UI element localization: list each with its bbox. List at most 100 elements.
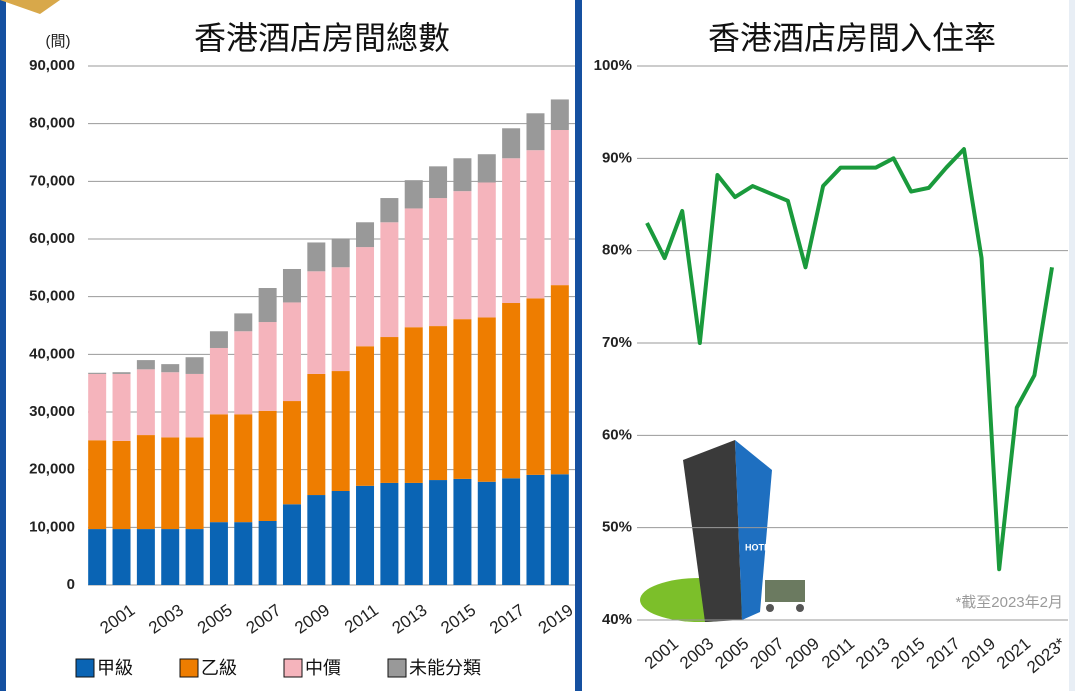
y-tick-label: 30,000 bbox=[29, 403, 75, 420]
bar-segment bbox=[332, 491, 350, 585]
y-tick-label: 90,000 bbox=[29, 57, 75, 74]
bar-segment bbox=[210, 522, 228, 585]
bar-segment bbox=[526, 298, 544, 474]
bar-segment bbox=[259, 288, 277, 322]
bar-segment bbox=[161, 364, 179, 372]
bar-segment bbox=[283, 504, 301, 585]
bar-segment bbox=[332, 371, 350, 491]
bar-segment bbox=[526, 475, 544, 585]
bar-segment bbox=[380, 483, 398, 585]
y-tick-label: 50,000 bbox=[29, 288, 75, 305]
bar-segment bbox=[332, 238, 350, 267]
bar-segment bbox=[380, 198, 398, 222]
bar-segment bbox=[405, 327, 423, 483]
bar-segment bbox=[259, 521, 277, 585]
bar-segment bbox=[234, 313, 252, 331]
bar-segment bbox=[234, 522, 252, 585]
bar-segment bbox=[259, 322, 277, 411]
bar-segment bbox=[234, 331, 252, 414]
bar-segment bbox=[405, 483, 423, 585]
chart-title: 香港酒店房間總數 bbox=[194, 19, 450, 57]
legend-label: 中價 bbox=[305, 658, 341, 678]
bar-segment bbox=[161, 372, 179, 437]
bar-segment bbox=[453, 479, 471, 585]
bar-segment bbox=[526, 113, 544, 150]
bar-segment bbox=[551, 474, 569, 585]
y-axis-label: (間) bbox=[46, 33, 71, 50]
bar-segment bbox=[429, 326, 447, 480]
divider bbox=[575, 0, 582, 691]
bar-segment bbox=[88, 529, 106, 585]
bar-segment bbox=[429, 198, 447, 326]
bar-segment bbox=[502, 128, 520, 158]
annotation: *截至2023年2月 bbox=[955, 594, 1063, 611]
legend-label: 乙級 bbox=[201, 658, 237, 678]
right-edge bbox=[1069, 0, 1075, 691]
left-border bbox=[0, 0, 6, 691]
bar-segment bbox=[478, 182, 496, 317]
bar-segment bbox=[478, 482, 496, 585]
y-tick-label: 0 bbox=[67, 576, 75, 593]
bar-segment bbox=[478, 317, 496, 481]
bar-segment bbox=[356, 346, 374, 486]
wheel bbox=[766, 604, 774, 612]
legend-label: 未能分類 bbox=[409, 658, 481, 678]
bar-segment bbox=[453, 191, 471, 319]
legend-swatch bbox=[76, 659, 94, 677]
y-tick-label: 20,000 bbox=[29, 461, 75, 478]
bar-segment bbox=[307, 495, 325, 585]
bar-segment bbox=[380, 222, 398, 337]
y-tick-label: 60% bbox=[602, 426, 632, 443]
bar-segment bbox=[234, 414, 252, 522]
y-tick-label: 10,000 bbox=[29, 518, 75, 535]
bar-segment bbox=[137, 529, 155, 585]
y-tick-label: 80,000 bbox=[29, 115, 75, 132]
bar-segment bbox=[307, 242, 325, 271]
bar-segment bbox=[429, 166, 447, 198]
bar-segment bbox=[307, 271, 325, 374]
bar-segment bbox=[478, 154, 496, 182]
bar-segment bbox=[186, 357, 204, 374]
y-tick-label: 70,000 bbox=[29, 172, 75, 189]
y-tick-label: 50% bbox=[602, 519, 632, 536]
legend-swatch bbox=[284, 659, 302, 677]
bar-segment bbox=[332, 267, 350, 371]
bar-segment bbox=[551, 130, 569, 285]
bar-segment bbox=[405, 208, 423, 327]
bar-segment bbox=[356, 247, 374, 346]
bar-segment bbox=[551, 285, 569, 474]
page: 香港酒店房間總數 (間) 香港酒店房間入住率 *截至2023年2月 HOTEL … bbox=[0, 0, 1075, 691]
y-tick-label: 90% bbox=[602, 149, 632, 166]
bar-segment bbox=[113, 441, 131, 529]
y-tick-label: 70% bbox=[602, 334, 632, 351]
bar-segment bbox=[88, 373, 106, 374]
bar-segment bbox=[356, 222, 374, 247]
bar-segment bbox=[88, 374, 106, 440]
bar-segment bbox=[113, 374, 131, 441]
bar-segment bbox=[283, 302, 301, 401]
bar-segment bbox=[210, 348, 228, 414]
bar-segment bbox=[113, 372, 131, 374]
bar-segment bbox=[210, 331, 228, 348]
bar-segment bbox=[137, 435, 155, 529]
y-tick-label: 100% bbox=[594, 57, 632, 74]
bar-segment bbox=[502, 303, 520, 478]
bar-segment bbox=[259, 411, 277, 521]
wheel bbox=[796, 604, 804, 612]
bar-segment bbox=[88, 440, 106, 529]
legend-swatch bbox=[180, 659, 198, 677]
bar-segment bbox=[405, 180, 423, 208]
bar-segment bbox=[186, 529, 204, 585]
bar-segment bbox=[113, 529, 131, 585]
bar-segment bbox=[137, 360, 155, 369]
y-tick-label: 40,000 bbox=[29, 345, 75, 362]
bar-segment bbox=[453, 319, 471, 479]
hotel-sign: HOTEL bbox=[745, 542, 776, 552]
bar-segment bbox=[137, 369, 155, 435]
bar-segment bbox=[307, 374, 325, 495]
bar-segment bbox=[283, 269, 301, 302]
bar-segment bbox=[551, 99, 569, 130]
bar-segment bbox=[356, 486, 374, 585]
y-tick-label: 60,000 bbox=[29, 230, 75, 247]
chart-title: 香港酒店房間入住率 bbox=[708, 19, 996, 57]
